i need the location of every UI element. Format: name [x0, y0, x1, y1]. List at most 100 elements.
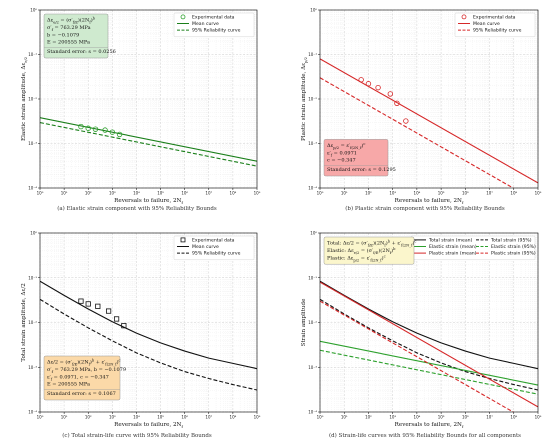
x-tick-label: 10²	[365, 415, 372, 420]
x-axis-label: Reversals to failure, 2Nf	[114, 422, 183, 429]
legend-marker	[180, 14, 186, 20]
data-point	[105, 308, 112, 314]
data-layer	[320, 58, 538, 188]
y-axis-label: Strain amplitude	[301, 298, 307, 346]
legend-label: Experimental data	[473, 14, 516, 20]
x-tick-label: 10⁶	[181, 415, 188, 420]
data-point	[95, 303, 101, 309]
annotation-line: ε′f = 0.0971, c = −0.347	[47, 374, 109, 381]
data-point	[78, 123, 84, 130]
x-tick-label: 10⁰	[317, 191, 324, 196]
y-axis-label: Total strain amplitude, Δε/2	[21, 283, 27, 362]
legend-label: Plastic strain (95%)	[491, 251, 536, 257]
annotation-line: ε′f = 0.0971	[327, 150, 357, 157]
annotation-line: Elastic: Δεe/2 = (σ′f/E)(2Nf)b	[327, 247, 396, 255]
x-tick-label: 10⁰	[37, 191, 44, 196]
x-tick-label: 10²	[365, 191, 372, 196]
annotation-line: E = 200555 MPa	[47, 40, 90, 46]
annotation-line: E = 200555 MPa	[47, 382, 90, 388]
data-layer	[40, 280, 257, 391]
x-tick-label: 10⁸	[510, 415, 517, 420]
annotation-line: σ′f = 763.29 MPa, b = −0.1079	[47, 367, 126, 374]
x-tick-label: 10⁸	[510, 191, 517, 196]
data-point	[113, 316, 120, 322]
x-axis-label: Reversals to failure, 2Nf	[395, 198, 464, 205]
legend-box	[173, 235, 255, 260]
data-point	[85, 125, 91, 131]
x-tick-label: 10⁰	[37, 415, 44, 420]
x-tick-label: 10²	[85, 191, 92, 196]
panel-caption: (a) Elastic strain component with 95% Re…	[57, 205, 217, 212]
data-point	[85, 301, 91, 307]
y-axis-label: Elastic strain amplitude, Δεe/2	[21, 57, 28, 141]
legend-label: Mean curve	[473, 21, 500, 27]
data-point	[121, 323, 127, 329]
x-tick-label: 10⁹	[535, 191, 542, 196]
y-tick-label: 10⁻¹	[308, 52, 317, 57]
x-tick-label: 10⁴	[133, 415, 140, 420]
legend-label: Mean curve	[192, 21, 219, 27]
legend-label: 95% Reliability curve	[192, 251, 241, 257]
data-point	[387, 91, 394, 97]
legend-label: 95% Reliability curve	[192, 28, 241, 34]
series-line-mean-curve	[40, 280, 257, 370]
annotation-line: Δεp/2 = ε′f(2N_f)c	[327, 142, 365, 150]
x-tick-label: 10¹	[341, 191, 348, 196]
x-tick-label: 10⁵	[157, 191, 164, 196]
x-tick-label: 10¹	[341, 415, 348, 420]
y-tick-label: 10⁰	[30, 231, 37, 236]
annotation-bg	[323, 139, 389, 177]
series-line-mean-curve	[320, 58, 538, 184]
annotation-line: Δε/2 = (σ′f/E)(2Nf)b + ε′f(2N_f)c	[47, 359, 121, 367]
legend-label: Elastic strain (95%)	[491, 244, 536, 250]
x-tick-label: 10³	[389, 415, 396, 420]
series-line-elastic-strain-95-	[320, 349, 538, 395]
y-tick-label: 10⁻²	[308, 320, 317, 325]
annotation-error: Standard error: s = 0.1295	[327, 167, 396, 173]
series-line-total-strain-mean-	[320, 280, 538, 370]
data-point	[375, 84, 381, 91]
data-layer	[320, 280, 538, 412]
annotation-line: σ′f = 763.29 MPa	[47, 25, 91, 32]
annotation-line: c = −0.347	[327, 158, 356, 164]
chart-panel-4: 10⁰ 10¹ 10² 10³ 10⁴ 10⁵ 10⁶ 10⁷ 10⁸ 10⁹ 10⁻⁴ 10⁻³ 10…	[301, 231, 542, 440]
x-tick-label: 10¹	[61, 191, 68, 196]
series-line-95-reliability-curve	[40, 122, 257, 167]
annotation-bg	[323, 236, 415, 265]
data-point	[358, 77, 364, 83]
x-tick-label: 10⁸	[230, 191, 237, 196]
legend-label: Mean curve	[192, 244, 219, 250]
chart-panel-3: 10⁰ 10¹ 10² 10³ 10⁴ 10⁵ 10⁶ 10⁷ 10⁸ 10⁹ 10⁻⁴ 10⁻³ 10…	[21, 231, 261, 440]
legend-label: Experimental data	[192, 237, 235, 243]
legend-box	[454, 12, 536, 37]
y-tick-label: 10⁻³	[308, 141, 317, 146]
annotation-line: Δεe/2 = (σ′f/E)(2Nf)b	[47, 17, 96, 25]
data-point	[394, 100, 400, 107]
x-tick-label: 10⁵	[438, 415, 445, 420]
y-tick-label: 10⁻¹	[308, 275, 317, 280]
y-tick-label: 10⁻²	[28, 320, 37, 325]
data-point	[403, 118, 409, 124]
x-tick-label: 10¹	[61, 415, 68, 420]
x-tick-label: 10⁰	[317, 415, 324, 420]
legend-marker	[180, 237, 186, 243]
x-tick-label: 10⁴	[133, 191, 140, 196]
y-tick-label: 10⁻³	[28, 365, 37, 370]
x-tick-label: 10⁷	[205, 191, 212, 196]
legend-label: Total strain (95%)	[490, 237, 532, 243]
annotation-line: b = −0.1079	[47, 32, 79, 38]
chart-panel-1: 10⁰ 10¹ 10² 10³ 10⁴ 10⁵ 10⁶ 10⁷ 10⁸ 10⁹ 10⁻⁴ 10⁻³ 10…	[21, 8, 261, 213]
x-tick-label: 10³	[389, 191, 396, 196]
series-line-mean-curve	[40, 117, 257, 162]
y-tick-label: 10⁻²	[308, 97, 317, 102]
x-tick-label: 10⁷	[486, 415, 493, 420]
x-tick-label: 10⁵	[438, 191, 445, 196]
legend-label: Elastic strain (mean)	[429, 244, 477, 250]
x-tick-label: 10⁴	[414, 415, 421, 420]
x-tick-label: 10⁴	[414, 191, 421, 196]
y-tick-label: 10⁻³	[308, 365, 317, 370]
x-tick-label: 10⁹	[535, 415, 542, 420]
